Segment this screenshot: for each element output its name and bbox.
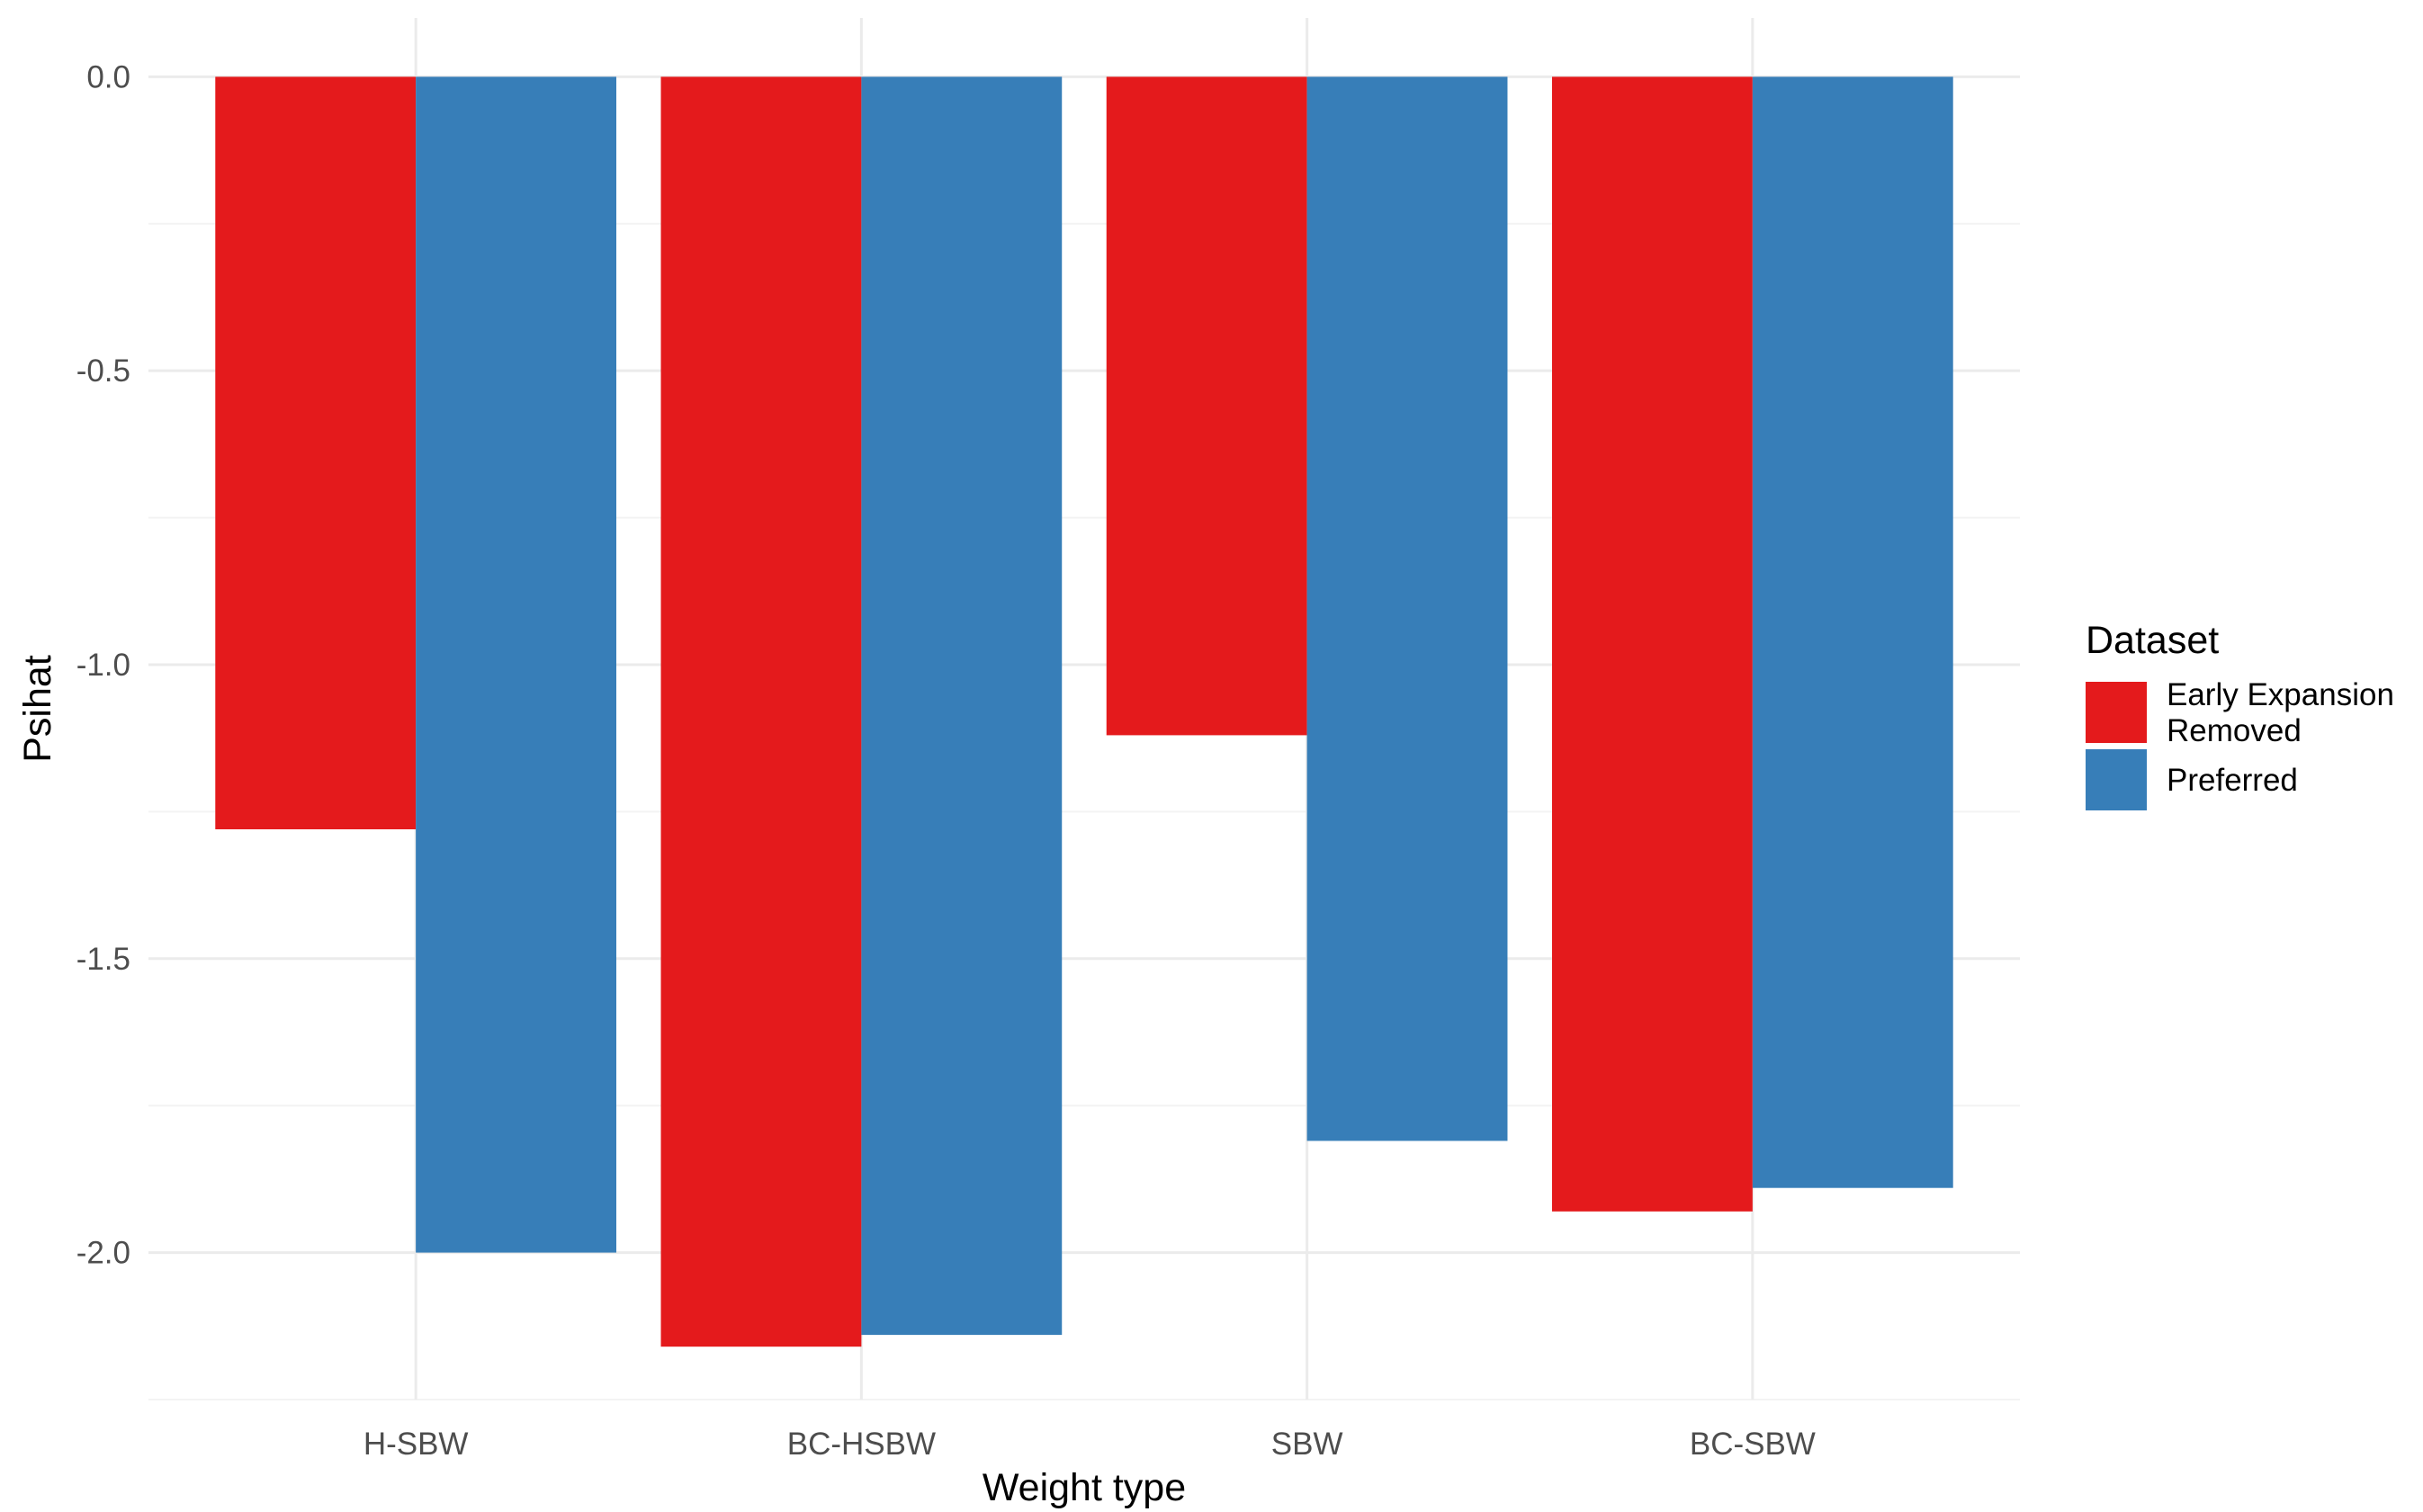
x-tick-label: H-SBW [363,1427,469,1462]
x-axis-title: Weight type [983,1466,1186,1509]
y-axis-title: Psihat [16,655,59,763]
y-tick-label: -2.0 [76,1236,130,1271]
legend-label: Removed [2167,713,2302,748]
bar [215,76,417,829]
x-tick-label: BC-SBW [1690,1427,1816,1462]
legend-key [2086,682,2147,743]
x-tick-label: BC-HSBW [787,1427,936,1462]
bar [1552,76,1753,1212]
y-tick-label: 0.0 [86,59,130,94]
y-tick-label: -0.5 [76,353,130,389]
x-tick-label: SBW [1271,1427,1343,1462]
y-tick-label: -1.0 [76,648,130,683]
bar [1306,76,1508,1141]
bars [215,76,1953,1347]
legend-key [2086,749,2147,810]
bar [416,76,616,1253]
x-axis-tick-labels: H-SBW BC-HSBW SBW BC-SBW [363,1427,1816,1462]
legend-label: Early Expansion [2167,677,2394,712]
bar [1752,76,1953,1188]
legend-label: Preferred [2167,763,2298,798]
bar [1106,76,1307,736]
y-tick-label: -1.5 [76,942,130,977]
legend-title: Dataset [2086,619,2219,662]
y-axis-tick-labels: 0.0 -0.5 -1.0 -1.5 -2.0 [76,59,130,1270]
bar [660,76,862,1347]
bar [861,76,1063,1336]
